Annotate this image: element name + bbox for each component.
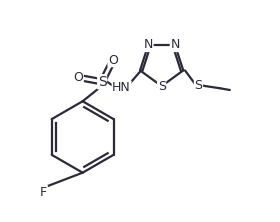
Text: O: O <box>108 54 118 67</box>
Text: O: O <box>73 71 83 84</box>
Text: HN: HN <box>112 81 131 94</box>
Text: S: S <box>158 80 166 93</box>
Text: F: F <box>40 186 47 199</box>
Text: N: N <box>170 38 180 52</box>
Text: S: S <box>98 75 106 89</box>
Text: N: N <box>144 38 153 52</box>
Text: S: S <box>194 79 202 91</box>
